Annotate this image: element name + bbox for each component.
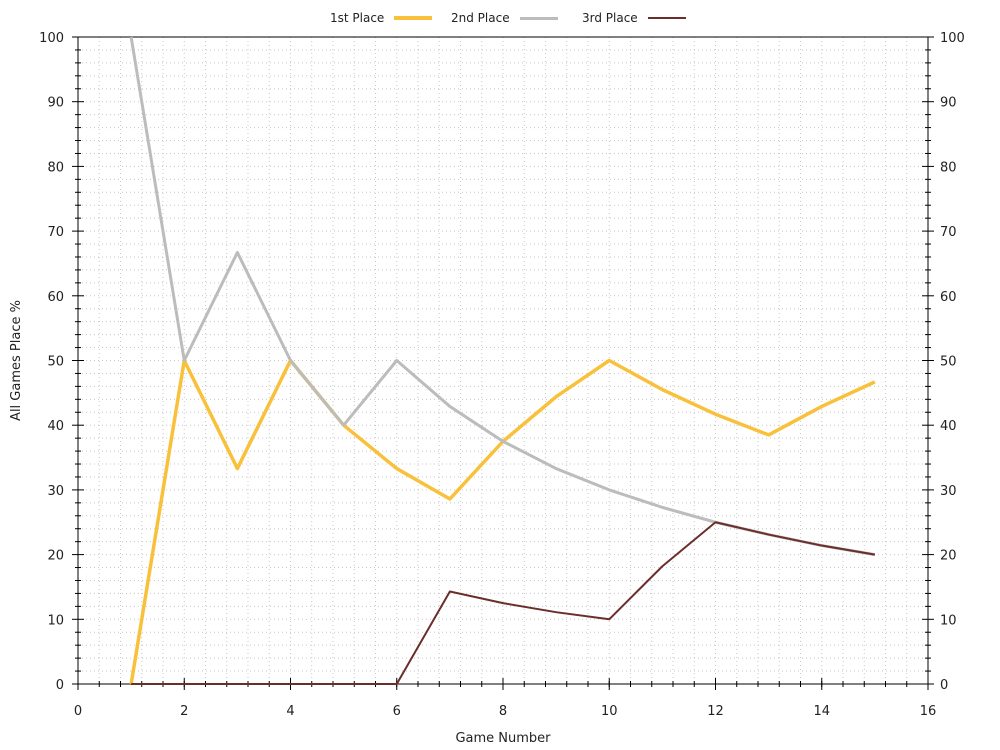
legend-label-2nd-place: 2nd Place	[451, 11, 510, 25]
y-tick-label-left: 0	[56, 678, 64, 693]
plot-frame	[77, 36, 929, 685]
y-tick-label-right: 90	[940, 96, 957, 111]
series-line-3rd-place	[131, 521, 876, 685]
y-tick-label-right: 70	[940, 225, 957, 240]
legend-swatch-3rd-place	[647, 17, 686, 19]
y-axis-label: All Games Place %	[9, 300, 24, 421]
x-tick-label: 6	[393, 704, 401, 719]
y-tick-label-left: 80	[47, 160, 64, 175]
y-tick-label-left: 10	[47, 613, 64, 628]
legend-item-1st-place: 1st Place	[330, 8, 433, 28]
series-lines	[129, 36, 876, 685]
legend-label-3rd-place: 3rd Place	[582, 11, 638, 25]
y-tick-label-right: 50	[940, 355, 957, 370]
y-tick-label-right: 0	[940, 678, 948, 693]
legend-swatch-1st-place	[394, 16, 433, 20]
legend-item-3rd-place: 3rd Place	[582, 8, 686, 28]
x-tick-label: 8	[499, 704, 507, 719]
x-tick-label: 14	[813, 704, 830, 719]
x-tick-label: 12	[707, 704, 724, 719]
legend-item-2nd-place: 2nd Place	[451, 8, 558, 28]
chart-legend: 1st Place 2nd Place 3rd Place	[0, 8, 1000, 28]
y-tick-label-left: 90	[47, 96, 64, 111]
y-tick-label-left: 60	[47, 290, 64, 305]
y-tick-label-left: 70	[47, 225, 64, 240]
y-tick-label-left: 40	[47, 419, 64, 434]
y-tick-label-right: 60	[940, 290, 957, 305]
x-axis-label: Game Number	[455, 731, 551, 746]
y-tick-label-left: 50	[47, 355, 64, 370]
y-tick-label-left: 30	[47, 484, 64, 499]
x-tick-label: 4	[286, 704, 294, 719]
x-tick-label: 10	[601, 704, 618, 719]
y-tick-label-right: 40	[940, 419, 957, 434]
legend-label-1st-place: 1st Place	[330, 11, 385, 25]
y-tick-label-right: 20	[940, 549, 957, 564]
y-tick-label-left: 20	[47, 549, 64, 564]
x-tick-label: 0	[74, 704, 82, 719]
y-tick-label-right: 100	[940, 31, 965, 46]
y-tick-label-left: 100	[39, 31, 64, 46]
y-tick-label-right: 10	[940, 613, 957, 628]
x-tick-label: 2	[180, 704, 188, 719]
x-tick-label: 16	[920, 704, 937, 719]
grid	[77, 36, 929, 685]
y-tick-label-right: 30	[940, 484, 957, 499]
legend-swatch-2nd-place	[519, 16, 558, 20]
y-tick-label-right: 80	[940, 160, 957, 175]
